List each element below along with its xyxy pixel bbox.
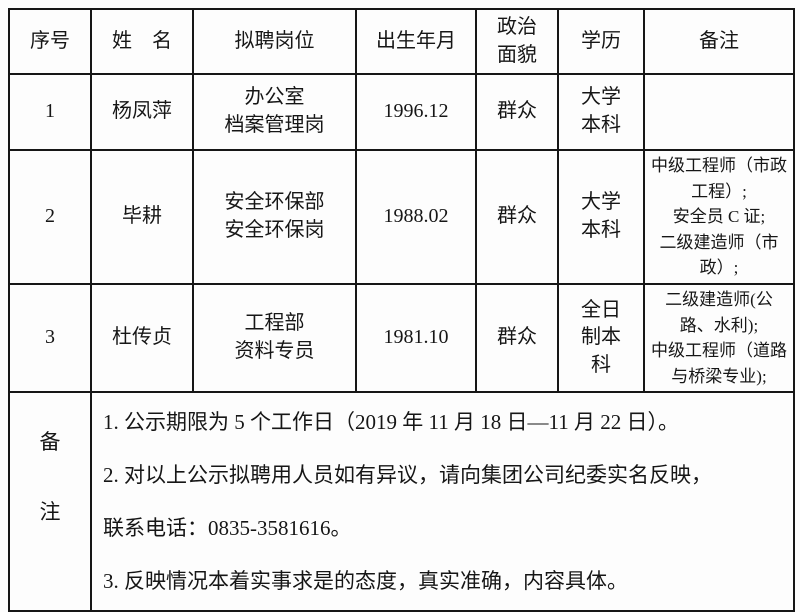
header-row: 序号 姓 名 拟聘岗位 出生年月 政治 面貌 学历 备注 <box>8 8 795 75</box>
birth-cell: 1988.02 <box>355 149 477 285</box>
seq-cell: 1 <box>8 73 92 151</box>
table-row: 1 杨凤萍 办公室 档案管理岗 1996.12 群众 大学 本科 <box>8 73 795 151</box>
name-cell: 毕耕 <box>90 149 194 285</box>
recruitment-publicity-table: 序号 姓 名 拟聘岗位 出生年月 政治 面貌 学历 备注 1 杨凤萍 办公室 档… <box>8 8 795 612</box>
note-line-2: 2. 对以上公示拟聘用人员如有异议，请向集团公司纪委实名反映， <box>103 463 712 487</box>
political-cell: 群众 <box>475 73 559 151</box>
header-seq: 序号 <box>8 8 92 75</box>
header-political: 政治 面貌 <box>475 8 559 75</box>
name-cell: 杜传贞 <box>90 283 194 393</box>
note-line-4: 3. 反映情况本着实事求是的态度，真实准确，内容具体。 <box>103 569 628 593</box>
remarks-label-cell: 备 注 <box>8 391 92 612</box>
header-position: 拟聘岗位 <box>192 8 357 75</box>
seq-cell: 3 <box>8 283 92 393</box>
education-cell: 全日 制本 科 <box>557 283 645 393</box>
remark-cell <box>643 73 795 151</box>
note-line-3: 联系电话：0835-3581616。 <box>103 516 352 540</box>
remark-cell: 二级建造师(公路、水利); 中级工程师（道路与桥梁专业); <box>643 283 795 393</box>
political-cell: 群众 <box>475 283 559 393</box>
political-cell: 群众 <box>475 149 559 285</box>
name-cell: 杨凤萍 <box>90 73 194 151</box>
education-cell: 大学 本科 <box>557 149 645 285</box>
table-row: 2 毕耕 安全环保部 安全环保岗 1988.02 群众 大学 本科 中级工程师（… <box>8 149 795 285</box>
header-remark: 备注 <box>643 8 795 75</box>
header-education: 学历 <box>557 8 645 75</box>
header-birth: 出生年月 <box>355 8 477 75</box>
education-cell: 大学 本科 <box>557 73 645 151</box>
note-line-1: 1. 公示期限为 5 个工作日（2019 年 11 月 18 日—11 月 22… <box>103 410 679 434</box>
header-name: 姓 名 <box>90 8 194 75</box>
birth-cell: 1981.10 <box>355 283 477 393</box>
position-cell: 办公室 档案管理岗 <box>192 73 357 151</box>
position-cell: 工程部 资料专员 <box>192 283 357 393</box>
birth-cell: 1996.12 <box>355 73 477 151</box>
seq-cell: 2 <box>8 149 92 285</box>
notes-cell: 1. 公示期限为 5 个工作日（2019 年 11 月 18 日—11 月 22… <box>90 391 795 612</box>
position-cell: 安全环保部 安全环保岗 <box>192 149 357 285</box>
table-row: 3 杜传贞 工程部 资料专员 1981.10 群众 全日 制本 科 二级建造师(… <box>8 283 795 393</box>
footer-row: 备 注 1. 公示期限为 5 个工作日（2019 年 11 月 18 日—11 … <box>8 391 795 612</box>
remark-cell: 中级工程师（市政工程）; 安全员 C 证; 二级建造师（市政）; <box>643 149 795 285</box>
notice-document-page: 序号 姓 名 拟聘岗位 出生年月 政治 面貌 学历 备注 1 杨凤萍 办公室 档… <box>8 8 795 612</box>
